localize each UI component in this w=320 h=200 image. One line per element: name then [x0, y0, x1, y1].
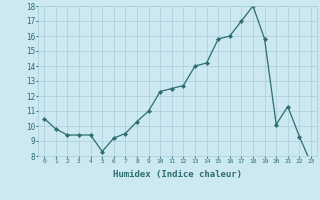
X-axis label: Humidex (Indice chaleur): Humidex (Indice chaleur)	[113, 170, 242, 179]
